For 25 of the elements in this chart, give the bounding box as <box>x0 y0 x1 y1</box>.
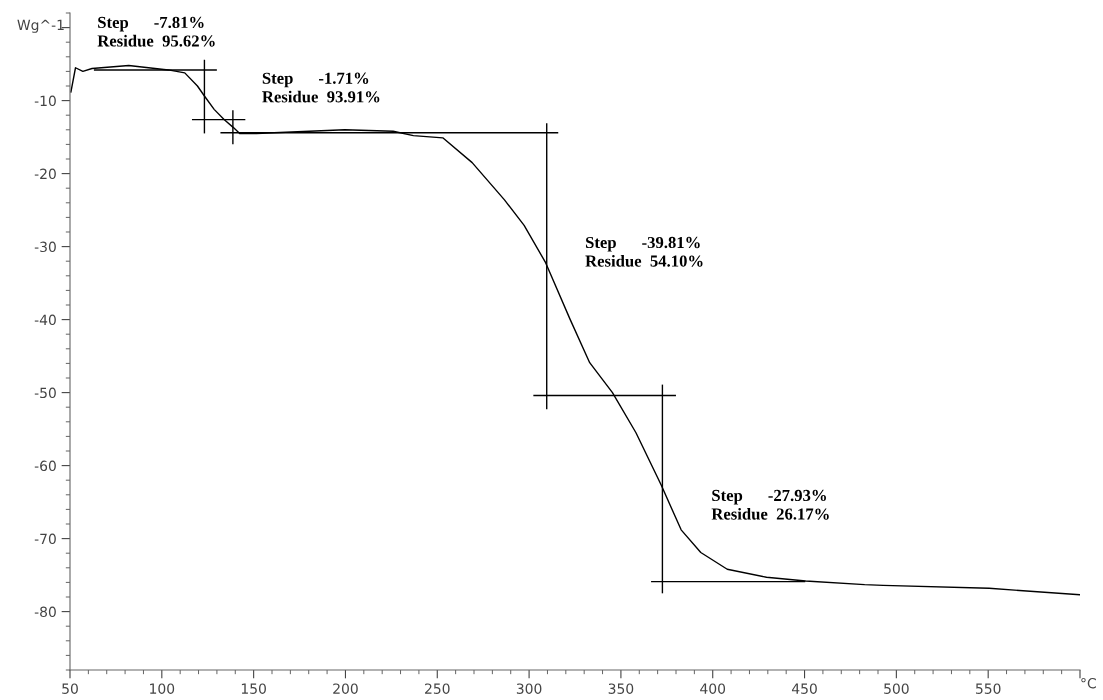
x-tick-label: 100 <box>150 683 175 694</box>
y-tick-label: -60 <box>34 460 56 472</box>
x-tick-label: 50 <box>62 683 78 694</box>
x-axis-title: °C <box>1081 677 1096 689</box>
x-tick-label: 400 <box>700 683 726 694</box>
annotation: Step -7.81% Residue 95.62% <box>97 16 215 47</box>
x-tick-label: 200 <box>333 683 358 694</box>
y-tick-label: -80 <box>34 606 56 618</box>
y-tick-label: -40 <box>34 314 56 326</box>
x-tick-label: 350 <box>608 683 634 694</box>
annotation: Step -27.93% Residue 26.17% <box>711 489 829 520</box>
y-tick-label: -20 <box>34 168 56 180</box>
y-tick-label: -10 <box>34 95 56 107</box>
x-tick-label: 450 <box>791 683 817 694</box>
x-tick-label: 550 <box>976 683 1001 694</box>
y-tick-label: -70 <box>34 533 56 545</box>
x-tick-label: 150 <box>241 683 266 694</box>
annotation: Step -1.71% Residue 93.91% <box>262 72 380 103</box>
x-tick-label: 300 <box>516 683 542 694</box>
x-tick-label: 250 <box>425 683 450 694</box>
y-tick-label: -30 <box>34 241 56 253</box>
x-tick-label: 500 <box>884 683 909 694</box>
y-tick-label: -50 <box>34 387 56 399</box>
y-axis-title: Wg^-1 <box>17 19 64 33</box>
annotation: Step -39.81% Residue 54.10% <box>585 236 703 267</box>
